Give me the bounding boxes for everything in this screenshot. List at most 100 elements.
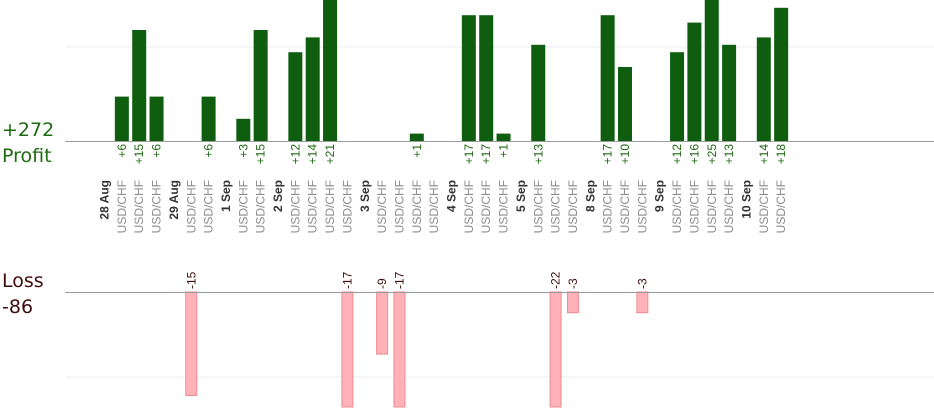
profit-value-label: +6 — [150, 144, 164, 158]
symbol-label: USD/CHF — [340, 180, 354, 233]
symbol-label: USD/CHF — [392, 180, 406, 233]
profit-bar — [496, 133, 511, 141]
profit-value-label: +15 — [132, 144, 146, 165]
profit-value-label: +12 — [670, 144, 684, 165]
profit-bar — [756, 37, 771, 141]
date-label: 28 Aug — [98, 180, 112, 220]
symbol-label: USD/CHF — [497, 180, 511, 233]
date-label: 5 Sep — [514, 180, 528, 212]
loss-value-label: -3 — [566, 278, 580, 289]
loss-bar — [393, 291, 406, 408]
symbol-label: USD/CHF — [722, 180, 736, 233]
profit-total: +272 — [2, 119, 55, 141]
profit-value-label: +1 — [410, 144, 424, 158]
symbol-label: USD/CHF — [410, 180, 424, 233]
symbol-label: USD/CHF — [670, 180, 684, 233]
symbol-label: USD/CHF — [150, 180, 164, 233]
symbol-label: USD/CHF — [635, 180, 649, 233]
symbol-label: USD/CHF — [687, 180, 701, 233]
loss-bar — [185, 291, 198, 396]
symbol-label: USD/CHF — [549, 180, 563, 233]
profit-bar — [149, 96, 164, 141]
loss-bar — [566, 291, 579, 314]
profit-bar — [201, 96, 216, 141]
profit-bar — [253, 30, 268, 141]
profit-value-label: +6 — [202, 144, 216, 158]
profit-value-label: +6 — [115, 144, 129, 158]
profit-value-label: +16 — [687, 144, 701, 165]
date-label: 10 Sep — [739, 180, 753, 219]
date-label: 3 Sep — [358, 180, 372, 212]
date-label: 9 Sep — [653, 180, 667, 212]
profit-bar — [670, 52, 685, 142]
date-label: 1 Sep — [219, 180, 233, 212]
profit-bar — [774, 7, 789, 141]
symbol-label: USD/CHF — [254, 180, 268, 233]
date-label: 8 Sep — [583, 180, 597, 212]
loss-total: -86 — [2, 296, 34, 318]
profit-value-label: +1 — [497, 144, 511, 158]
loss-value-label: -3 — [635, 278, 649, 289]
symbol-label: USD/CHF — [531, 180, 545, 233]
profit-value-label: +10 — [618, 144, 632, 165]
loss-bar — [341, 291, 354, 408]
symbol-label: USD/CHF — [601, 180, 615, 233]
symbol-label: USD/CHF — [236, 180, 250, 233]
loss-value-label: -22 — [549, 271, 563, 289]
symbol-label: USD/CHF — [375, 180, 389, 233]
profit-bar — [600, 15, 615, 142]
profit-value-label: +14 — [757, 144, 771, 165]
loss-label: Loss — [2, 270, 44, 292]
profit-value-label: +17 — [601, 144, 615, 165]
profit-bar — [236, 118, 251, 141]
loss-bar — [376, 291, 389, 355]
profit-value-label: +3 — [236, 144, 250, 158]
profit-bar — [687, 22, 702, 142]
profit-bar — [323, 0, 338, 141]
loss-value-label: -17 — [392, 271, 406, 289]
profit-value-label: +14 — [306, 144, 320, 165]
profit-bar — [305, 37, 320, 141]
profit-bar — [704, 0, 719, 141]
profit-value-label: +17 — [462, 144, 476, 165]
profit-bar — [618, 67, 632, 141]
loss-bar — [636, 291, 649, 314]
symbol-label: USD/CHF — [774, 180, 788, 233]
symbol-label: USD/CHF — [705, 180, 719, 233]
profit-value-label: +21 — [323, 144, 337, 165]
profit-bar — [531, 44, 546, 141]
profit-value-label: +15 — [254, 144, 268, 165]
profit-bar — [461, 15, 476, 142]
profit-value-label: +13 — [722, 144, 736, 165]
profit-bar — [132, 30, 147, 141]
symbol-label: USD/CHF — [202, 180, 216, 233]
symbol-label: USD/CHF — [757, 180, 771, 233]
symbol-label: USD/CHF — [306, 180, 320, 233]
date-label: 29 Aug — [167, 180, 181, 220]
profit-value-label: +18 — [774, 144, 788, 165]
loss-value-label: -15 — [184, 271, 198, 289]
profit-bar — [479, 15, 494, 142]
symbol-label: USD/CHF — [566, 180, 580, 233]
profit-value-label: +12 — [288, 144, 302, 165]
symbol-label: USD/CHF — [323, 180, 337, 233]
symbol-label: USD/CHF — [288, 180, 302, 233]
symbol-label: USD/CHF — [462, 180, 476, 233]
profit-label: Profit — [2, 145, 52, 167]
profit-value-label: +25 — [705, 144, 719, 165]
profit-value-label: +17 — [479, 144, 493, 165]
symbol-label: USD/CHF — [427, 180, 441, 233]
profit-value-label: +13 — [531, 144, 545, 165]
loss-value-label: -9 — [375, 278, 389, 289]
profit-bar — [722, 44, 737, 141]
profit-bar — [409, 133, 424, 141]
symbol-label: USD/CHF — [184, 180, 198, 233]
symbol-label: USD/CHF — [115, 180, 129, 233]
profit-bar — [288, 52, 303, 142]
loss-value-label: -17 — [340, 271, 354, 289]
symbol-label: USD/CHF — [132, 180, 146, 233]
loss-bar — [549, 291, 562, 408]
date-label: 2 Sep — [271, 180, 285, 212]
symbol-label: USD/CHF — [618, 180, 632, 233]
